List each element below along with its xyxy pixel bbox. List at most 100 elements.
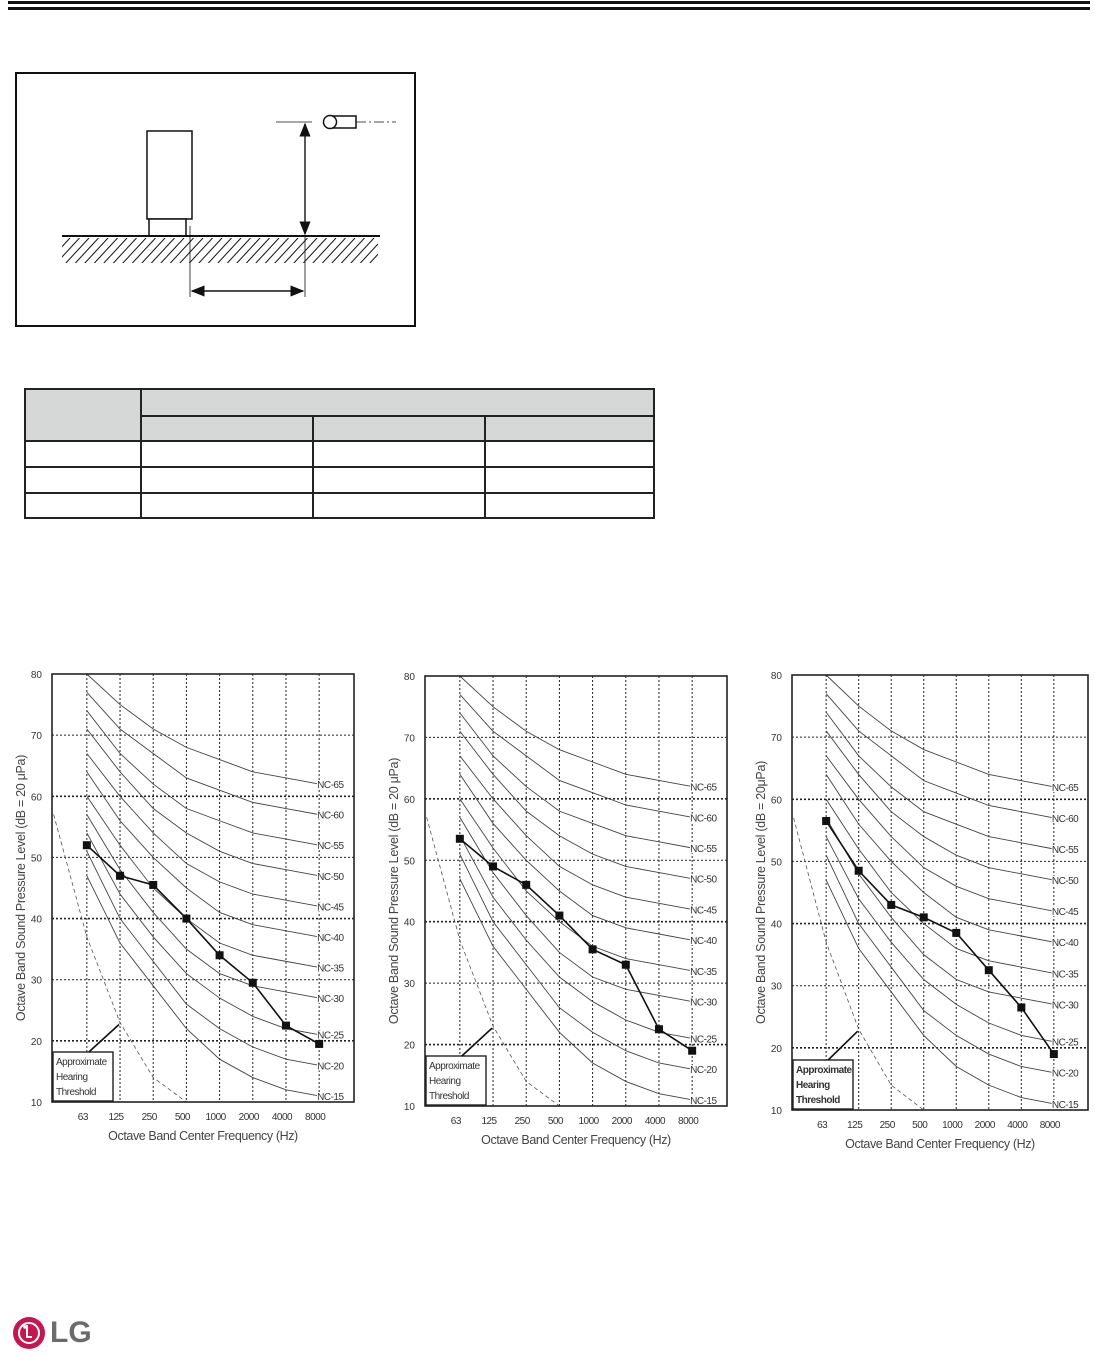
x-tick-label: 4000 bbox=[272, 1112, 293, 1123]
nc-curve-label: NC-20 bbox=[1052, 1069, 1079, 1080]
nc-curve bbox=[825, 774, 1054, 943]
nc-curve-label: NC-25 bbox=[317, 1031, 344, 1042]
nc-charts: NC-65 NC-60 NC-55 NC-50 NC-45 NC-40 NC-35 NC-30… bbox=[14, 670, 1089, 1151]
header-rule-bottom bbox=[8, 7, 1090, 10]
measured-line bbox=[86, 844, 320, 1045]
y-tick-label: 40 bbox=[771, 920, 783, 931]
y-tick-label: 50 bbox=[31, 853, 43, 864]
plot-frame bbox=[51, 673, 355, 1103]
y-tick-label: 40 bbox=[404, 918, 416, 929]
x-tick-label: 2000 bbox=[239, 1112, 260, 1123]
data-point bbox=[1049, 1050, 1058, 1059]
nc-chart-1: NC-65 NC-60 NC-55 NC-50 NC-45 NC-40 NC-35 NC-30… bbox=[14, 670, 355, 1143]
nc-curve bbox=[825, 730, 1054, 881]
nc-curve-label: NC-25 bbox=[1052, 1038, 1079, 1049]
y-tick-label: 70 bbox=[31, 731, 43, 742]
nc-curve-label: NC-45 bbox=[690, 905, 717, 916]
distance-dimension-icon bbox=[189, 226, 306, 297]
plot-frame bbox=[791, 674, 1089, 1111]
x-tick-label: 500 bbox=[175, 1112, 191, 1123]
legend-box bbox=[792, 1059, 854, 1110]
nc-curve-label: NC-30 bbox=[1052, 1000, 1079, 1011]
nc-curve-label: NC-65 bbox=[690, 783, 717, 794]
hearing-threshold-legend: Approximate Hearing Threshold bbox=[792, 1030, 859, 1110]
data-point bbox=[984, 966, 993, 975]
hearing-threshold-line bbox=[53, 814, 187, 1103]
data-point bbox=[455, 834, 464, 843]
nc-curve-label: NC-65 bbox=[317, 780, 344, 791]
nc-curve-label: NC-30 bbox=[690, 998, 717, 1009]
nc-curve bbox=[86, 692, 320, 816]
data-point bbox=[281, 1021, 290, 1030]
legend-text: Approximate bbox=[796, 1065, 853, 1076]
data-point bbox=[822, 817, 831, 826]
y-tick-label: 80 bbox=[31, 670, 43, 681]
data-point bbox=[82, 841, 91, 850]
height-dimension-icon bbox=[276, 121, 396, 236]
nc-curve bbox=[459, 694, 693, 818]
legend-text: Approximate bbox=[429, 1061, 481, 1072]
y-axis-label: Octave Band Sound Pressure Level (dB = 2… bbox=[14, 755, 28, 1021]
data-point bbox=[1017, 1003, 1026, 1012]
hearing-threshold-line bbox=[426, 817, 560, 1107]
data-point bbox=[116, 871, 125, 880]
measured-line bbox=[825, 820, 1055, 1055]
lg-logo-text: LG bbox=[50, 1316, 92, 1349]
nc-curve-label: NC-15 bbox=[1052, 1100, 1079, 1111]
nc-chart-2: NC-65 NC-60 NC-55 NC-50 NC-45 NC-40 NC-35 NC-30… bbox=[387, 672, 728, 1147]
data-point bbox=[315, 1039, 324, 1048]
nc-curve bbox=[459, 731, 693, 880]
nc-curve-label: NC-15 bbox=[317, 1092, 344, 1103]
table-header-cell bbox=[312, 415, 486, 442]
x-tick-label: 125 bbox=[108, 1112, 124, 1123]
nc-curve-label: NC-45 bbox=[317, 902, 344, 913]
y-tick-label: 80 bbox=[771, 671, 783, 682]
nc-curve bbox=[825, 836, 1054, 1043]
y-tick-label: 30 bbox=[31, 976, 43, 987]
nc-curve-label: NC-50 bbox=[1052, 876, 1079, 887]
data-point bbox=[522, 880, 531, 889]
table-header-cell bbox=[484, 415, 655, 442]
data-point bbox=[887, 900, 896, 909]
hearing-threshold-line bbox=[793, 817, 924, 1111]
legend-text: Approximate bbox=[56, 1057, 108, 1068]
nc-curve-label: NC-20 bbox=[690, 1065, 717, 1076]
nc-curve-label: NC-40 bbox=[1052, 938, 1079, 949]
nc-curve bbox=[459, 878, 693, 1101]
nc-curve bbox=[86, 796, 320, 968]
x-tick-label: 1000 bbox=[578, 1116, 599, 1127]
nc-curve bbox=[459, 817, 693, 1003]
nc-curve bbox=[86, 875, 320, 1097]
data-point bbox=[588, 945, 597, 954]
nc-curve bbox=[825, 855, 1054, 1074]
nc-curve bbox=[825, 693, 1054, 819]
x-axis-label: Octave Band Center Frequency (Hz) bbox=[845, 1137, 1035, 1151]
x-tick-label: 250 bbox=[880, 1120, 896, 1131]
ground-hatch-icon bbox=[62, 235, 380, 263]
nc-curve bbox=[459, 853, 693, 1070]
diagram-frame bbox=[15, 72, 416, 327]
table-header-cell bbox=[24, 388, 142, 442]
y-tick-label: 10 bbox=[31, 1098, 43, 1109]
x-tick-label: 125 bbox=[481, 1116, 497, 1127]
nc-curve-label: NC-45 bbox=[1052, 907, 1079, 918]
nc-curve-label: NC-30 bbox=[317, 994, 344, 1005]
x-tick-label: 2000 bbox=[975, 1120, 996, 1131]
data-point bbox=[489, 862, 498, 871]
y-tick-label: 10 bbox=[771, 1106, 783, 1117]
legend-text: Hearing bbox=[429, 1076, 461, 1087]
data-point bbox=[688, 1046, 697, 1055]
y-tick-label: 50 bbox=[771, 857, 783, 868]
nc-curve-label: NC-50 bbox=[690, 875, 717, 886]
x-tick-label: 63 bbox=[451, 1116, 462, 1127]
legend-text: Hearing bbox=[796, 1080, 830, 1091]
nc-curve bbox=[86, 851, 320, 1066]
nc-curve bbox=[86, 753, 320, 907]
nc-curve-label: NC-60 bbox=[690, 813, 717, 824]
nc-curve bbox=[86, 710, 320, 846]
data-point bbox=[149, 880, 158, 889]
nc-curve-label: NC-55 bbox=[1052, 845, 1079, 856]
x-tick-label: 2000 bbox=[612, 1116, 633, 1127]
legend-text: Hearing bbox=[56, 1072, 88, 1083]
x-tick-label: 8000 bbox=[1040, 1120, 1061, 1131]
